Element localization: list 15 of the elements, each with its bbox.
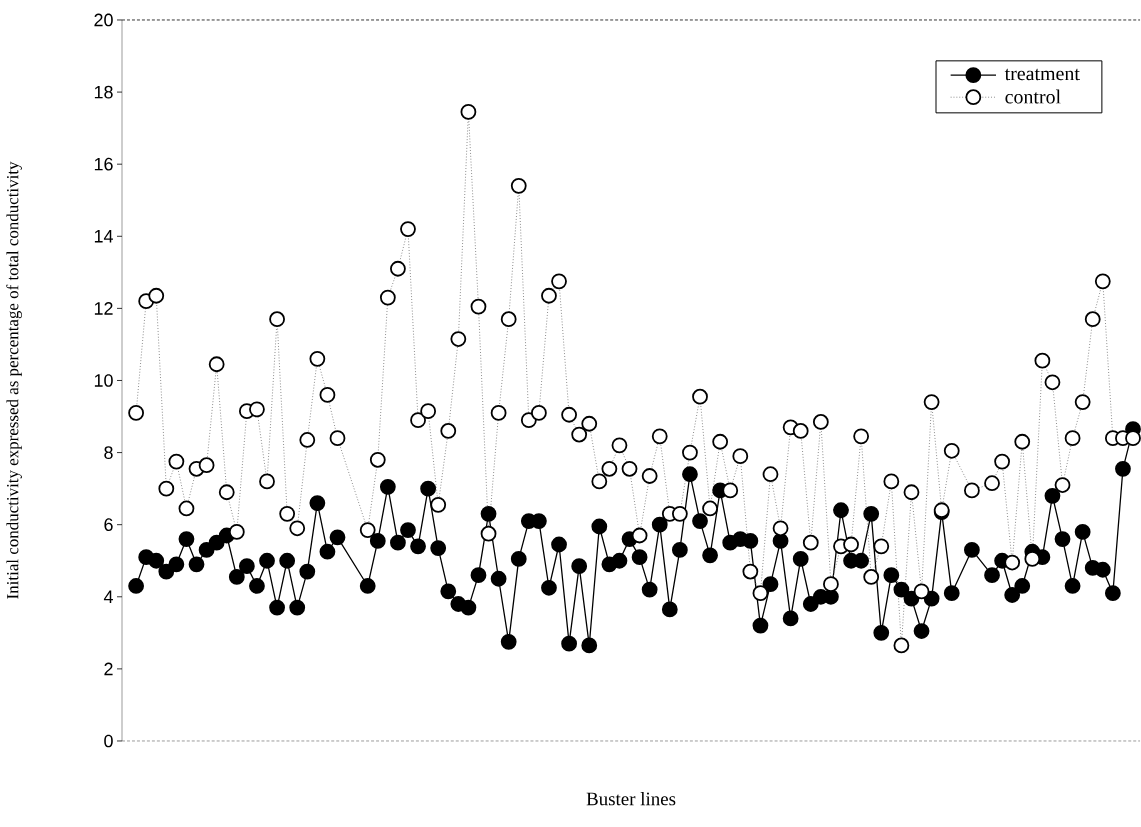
y-tick-label: 8	[104, 446, 113, 459]
y-tick-label: 10	[94, 374, 113, 387]
y-tick-label: 16	[94, 157, 113, 171]
y-tick-label: 6	[104, 518, 113, 532]
y-tick-label: 20	[94, 13, 113, 27]
legend-label: control	[1005, 89, 1061, 104]
y-tick-label: 0	[104, 734, 113, 748]
x-axis-title: Buster lines	[586, 792, 676, 806]
legend-label: treatment	[1004, 68, 1080, 81]
y-tick-label: 4	[103, 590, 113, 603]
y-axis-title: Initial conductivity expressed as percentage of total conductivity	[6, 161, 22, 599]
y-tick-label: 12	[94, 302, 113, 315]
y-tick-label: 18	[94, 85, 113, 99]
y-tick-label: 14	[94, 230, 113, 243]
y-tick-label: 2	[104, 662, 113, 676]
